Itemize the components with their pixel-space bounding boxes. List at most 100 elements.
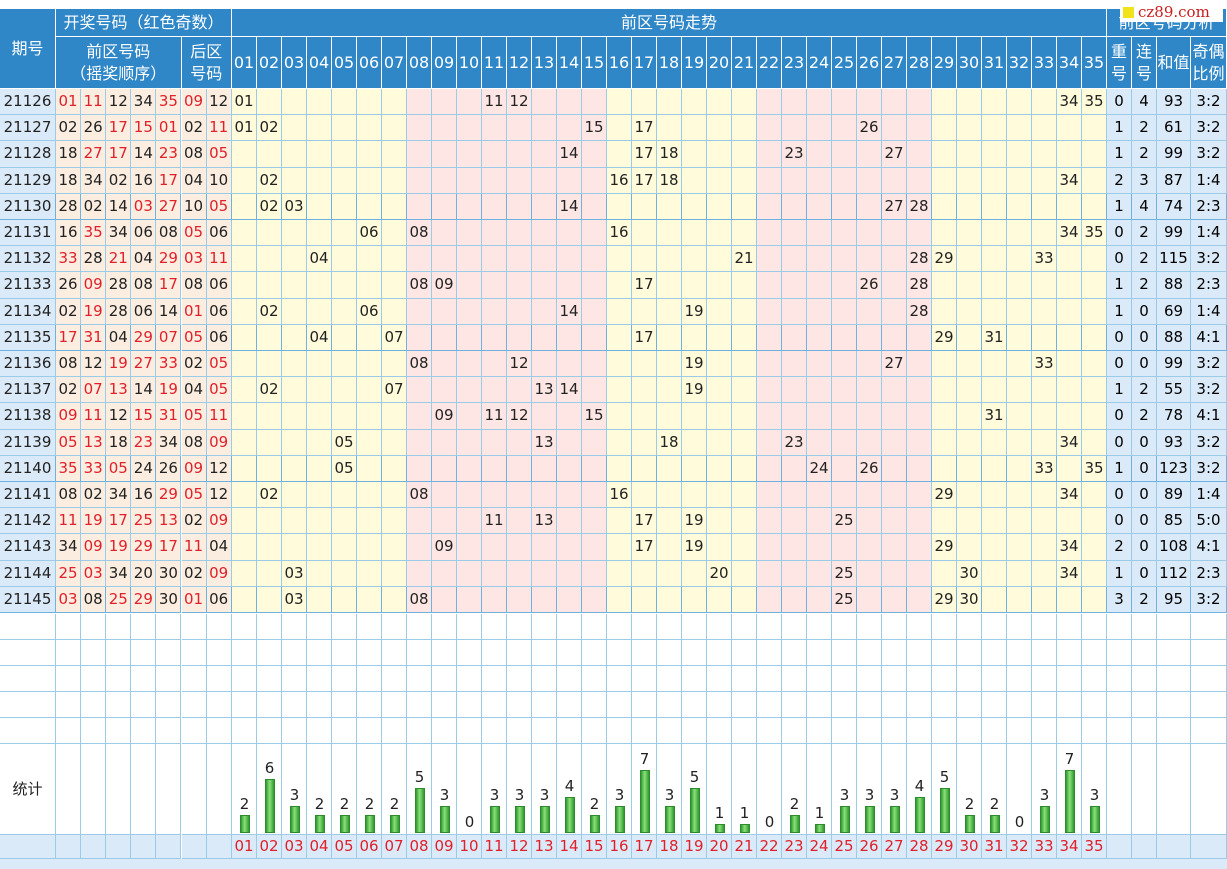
trend-cell: [332, 220, 357, 247]
trend-cell: [457, 351, 482, 378]
trend-cell: [932, 429, 957, 456]
trend-cell: [907, 351, 932, 378]
empty-cell: [206, 614, 232, 640]
trend-cell: [957, 351, 982, 378]
empty-cell: [432, 640, 457, 666]
header-number-13: 13: [532, 37, 557, 89]
empty-cell: [732, 640, 757, 666]
empty-cell: [1191, 718, 1227, 744]
trend-hit: 25: [832, 586, 857, 613]
trend-cell: [382, 508, 407, 535]
footer-empty-cell: [1191, 835, 1227, 859]
front-draw-number: 11: [81, 89, 107, 116]
trend-cell: [307, 115, 332, 142]
trend-cell: [557, 220, 582, 247]
trend-cell: [1032, 403, 1057, 430]
trend-cell: [457, 115, 482, 142]
stat-bar-23: [790, 815, 800, 833]
trend-cell: [357, 560, 382, 587]
trend-hit: 33: [1032, 455, 1057, 482]
trend-cell: [932, 560, 957, 587]
trend-cell: [1007, 534, 1032, 561]
trend-cell: [357, 246, 382, 273]
stats-column: [457, 744, 482, 835]
trend-cell: [382, 141, 407, 168]
trend-cell: [1057, 246, 1082, 273]
trend-hit: 08: [407, 351, 432, 378]
empty-cell: [657, 666, 682, 692]
empty-cell: [1057, 666, 1082, 692]
header-number-02: 02: [257, 37, 282, 89]
trend-cell: [932, 508, 957, 535]
analysis-sum: 55: [1157, 377, 1191, 404]
trend-cell: [632, 377, 657, 404]
empty-cell: [181, 614, 207, 640]
analysis-ratio: 3:2: [1191, 246, 1227, 273]
front-draw-number: 18: [56, 141, 82, 168]
empty-cell: [632, 666, 657, 692]
stat-bar-08: [415, 788, 425, 833]
trend-cell: [632, 403, 657, 430]
trend-cell: [757, 89, 782, 116]
header-number-18: 18: [657, 37, 682, 89]
stat-bar-20: [715, 824, 725, 833]
trend-cell: [832, 377, 857, 404]
trend-cell: [957, 482, 982, 509]
front-draw-number: 27: [131, 351, 157, 378]
trend-cell: [1007, 377, 1032, 404]
trend-hit: 34: [1057, 429, 1082, 456]
header-number-28: 28: [907, 37, 932, 89]
trend-hit: 34: [1057, 482, 1082, 509]
trend-cell: [382, 115, 407, 142]
stat-bar-34: [1065, 770, 1075, 833]
trend-cell: [957, 167, 982, 194]
trend-cell: [707, 403, 732, 430]
trend-cell: [282, 508, 307, 535]
analysis-consec: 0: [1132, 351, 1157, 378]
front-draw-number: 31: [81, 324, 107, 351]
trend-cell: [507, 115, 532, 142]
trend-cell: [532, 272, 557, 299]
analysis-ratio: 3:2: [1191, 141, 1227, 168]
trend-cell: [607, 115, 632, 142]
period-cell: 21137: [0, 377, 56, 404]
trend-cell: [257, 141, 282, 168]
trend-cell: [807, 141, 832, 168]
front-draw-number: 25: [106, 586, 132, 613]
header-number-20: 20: [707, 37, 732, 89]
stat-value-label: 3: [489, 786, 500, 804]
header-number-33: 33: [1032, 37, 1057, 89]
empty-cell: [882, 692, 907, 718]
empty-cell: [732, 666, 757, 692]
header-number-32: 32: [1007, 37, 1032, 89]
trend-cell: [382, 586, 407, 613]
front-draw-number: 29: [131, 324, 157, 351]
watermark-logo: cz89.com: [1120, 2, 1223, 22]
trend-cell: [507, 246, 532, 273]
trend-cell: [307, 89, 332, 116]
empty-cell: [382, 614, 407, 640]
watermark-text: cz89.com: [1138, 3, 1210, 21]
trend-cell: [807, 508, 832, 535]
trend-cell: [782, 272, 807, 299]
front-draw-number: 16: [131, 482, 157, 509]
stat-bar-27: [890, 806, 900, 833]
trend-hit: 17: [632, 167, 657, 194]
empty-cell: [0, 614, 56, 640]
back-draw-number: 08: [181, 429, 207, 456]
empty-cell: [156, 718, 182, 744]
empty-cell: [682, 614, 707, 640]
footer-number-31: 31: [982, 835, 1007, 859]
trend-cell: [982, 560, 1007, 587]
trend-cell: [782, 403, 807, 430]
trend-cell: [582, 324, 607, 351]
trend-cell: [407, 89, 432, 116]
header-ratio-line2: 比例: [1192, 63, 1225, 83]
trend-cell: [507, 482, 532, 509]
empty-cell: [657, 640, 682, 666]
trend-cell: [882, 560, 907, 587]
trend-hit: 17: [632, 324, 657, 351]
period-cell: 21131: [0, 220, 56, 247]
empty-cell: [757, 640, 782, 666]
stat-value-label: 6: [264, 759, 275, 777]
